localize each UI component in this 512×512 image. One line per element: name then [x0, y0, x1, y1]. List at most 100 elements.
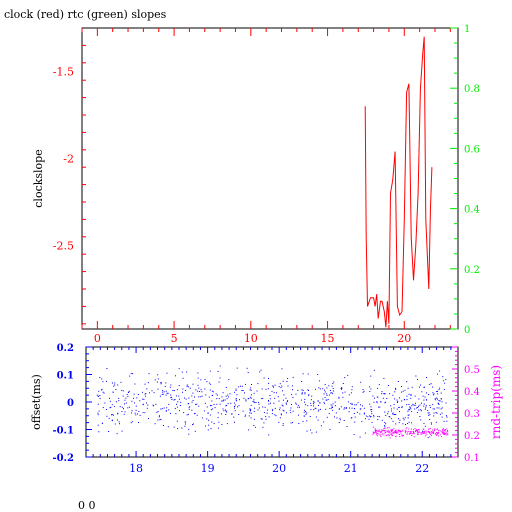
bottom-scatter-point-0 [109, 407, 111, 409]
bottom-scatter-point-1 [382, 430, 384, 432]
bottom-scatter-point-0 [208, 382, 210, 384]
bottom-scatter-point-0 [399, 419, 401, 421]
bottom-scatter-point-0 [218, 398, 220, 400]
bottom-scatter-point-0 [423, 399, 425, 401]
bottom-scatter-point-0 [415, 402, 416, 404]
footer-text: 0 0 [78, 499, 96, 512]
bottom-scatter-point-0 [131, 421, 133, 423]
bottom-scatter-point-0 [137, 413, 138, 415]
bottom-scatter-point-1 [388, 431, 390, 433]
bottom-scatter-point-0 [428, 414, 430, 416]
bottom-scatter-point-0 [387, 411, 389, 413]
bottom-scatter-point-0 [212, 408, 214, 410]
bottom-scatter-point-0 [210, 428, 212, 430]
bottom-scatter-point-1 [418, 428, 420, 430]
bottom-scatter-point-0 [269, 398, 271, 400]
bottom-scatter-point-1 [429, 436, 431, 438]
bottom-scatter-point-0 [391, 418, 393, 420]
bottom-scatter-point-0 [108, 431, 110, 432]
bottom-scatter-point-0 [305, 413, 307, 415]
bottom-scatter-point-0 [311, 395, 313, 397]
bottom-scatter-point-0 [114, 423, 116, 425]
bottom-scatter-point-0 [178, 368, 180, 370]
bottom-scatter-point-0 [292, 397, 294, 398]
bottom-scatter-point-0 [129, 406, 130, 408]
bottom-scatter-point-0 [328, 385, 330, 387]
bottom-scatter-point-0 [217, 394, 218, 396]
bottom-scatter-point-0 [441, 401, 443, 403]
bottom-scatter-point-0 [188, 428, 190, 430]
bottom-scatter-point-0 [192, 400, 194, 401]
bottom-scatter-point-0 [160, 383, 162, 385]
bottom-scatter-point-0 [191, 409, 193, 411]
bottom-scatter-point-0 [383, 393, 385, 395]
bottom-scatter-point-0 [359, 413, 361, 415]
bottom-scatter-point-0 [334, 401, 336, 403]
bottom-scatter-point-0 [433, 393, 435, 395]
bottom-scatter-point-0 [174, 399, 176, 400]
bottom-scatter-point-0 [313, 402, 315, 403]
bottom-scatter-point-0 [211, 390, 213, 392]
bottom-scatter-point-1 [405, 428, 407, 430]
bottom-scatter-point-0 [389, 416, 391, 418]
bottom-scatter-point-0 [213, 404, 215, 406]
bottom-scatter-point-1 [428, 428, 430, 430]
bottom-scatter-point-0 [361, 421, 363, 423]
bottom-scatter-point-0 [298, 423, 300, 424]
bottom-scatter-point-0 [96, 394, 98, 396]
bottom-scatter-point-0 [399, 411, 400, 413]
bottom-scatter-point-1 [399, 430, 401, 432]
bottom-scatter-point-0 [102, 381, 104, 383]
bottom-scatter-point-0 [253, 401, 255, 403]
bottom-scatter-point-0 [204, 402, 206, 404]
bottom-scatter-point-0 [394, 414, 396, 415]
bottom-scatter-point-0 [124, 403, 125, 405]
bottom-scatter-point-0 [184, 425, 186, 427]
bottom-scatter-point-0 [342, 392, 344, 394]
bottom-scatter-point-0 [151, 390, 153, 392]
bottom-scatter-point-0 [409, 406, 411, 408]
bottom-scatter-point-1 [432, 432, 434, 434]
bottom-scatter-point-0 [329, 390, 331, 391]
bottom-scatter-point-0 [351, 417, 353, 419]
bottom-scatter-point-0 [194, 413, 196, 414]
bottom-scatter-point-0 [332, 388, 334, 389]
bottom-scatter-point-0 [144, 383, 146, 385]
bottom-scatter-point-1 [436, 434, 438, 436]
bottom-scatter-point-0 [310, 399, 312, 401]
bottom-scatter-point-0 [120, 381, 122, 383]
bottom-scatter-point-0 [410, 394, 412, 396]
bottom-scatter-point-0 [247, 372, 249, 374]
bottom-scatter-point-0 [241, 390, 243, 391]
bottom-scatter-point-0 [401, 400, 403, 402]
bottom-scatter-point-1 [429, 432, 431, 434]
bottom-scatter-point-0 [437, 390, 438, 392]
bottom-scatter-point-1 [431, 431, 432, 433]
bottom-scatter-point-0 [176, 389, 178, 391]
bottom-scatter-point-0 [339, 419, 341, 421]
bottom-scatter-point-0 [440, 392, 442, 394]
bottom-scatter-point-0 [322, 398, 324, 400]
bottom-scatter-point-0 [282, 423, 284, 425]
bottom-scatter-point-0 [365, 418, 366, 420]
bottom-scatter-point-0 [225, 395, 227, 397]
bottom-scatter-point-0 [277, 396, 279, 398]
top-y-tick-label-right: 0 [464, 325, 470, 336]
bottom-scatter-point-0 [249, 396, 251, 398]
bottom-scatter-point-0 [192, 424, 193, 426]
bottom-scatter-point-0 [398, 406, 400, 408]
bottom-scatter-point-0 [162, 389, 164, 391]
bottom-scatter-point-0 [443, 420, 445, 422]
bottom-scatter-point-0 [206, 381, 208, 383]
bottom-scatter-point-0 [329, 428, 331, 430]
bottom-scatter-point-0 [117, 413, 119, 415]
bottom-scatter-point-0 [348, 394, 350, 396]
bottom-scatter-point-1 [447, 430, 449, 432]
bottom-scatter-point-0 [411, 422, 412, 424]
bottom-scatter-point-0 [250, 412, 252, 414]
bottom-scatter-point-0 [416, 412, 418, 413]
bottom-scatter-point-1 [428, 431, 430, 433]
bottom-scatter-point-0 [258, 407, 260, 409]
bottom-scatter-point-0 [152, 404, 154, 406]
bottom-scatter-point-0 [274, 397, 276, 399]
